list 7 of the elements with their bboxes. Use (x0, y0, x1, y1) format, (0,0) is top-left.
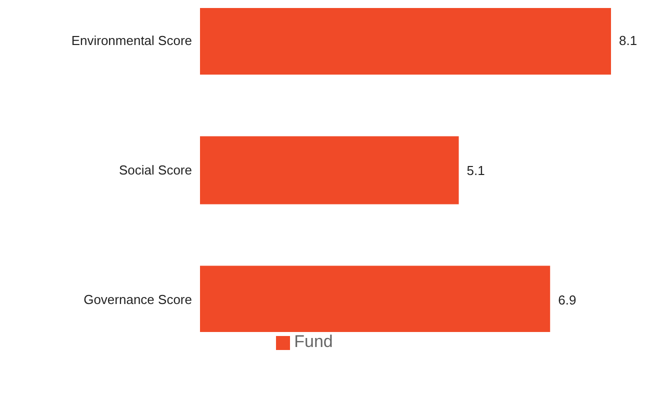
y-tick-label: Governance Score (84, 292, 192, 308)
data-label: 6.9 (558, 292, 576, 308)
legend-label: Fund (294, 332, 333, 351)
y-tick-label: Environmental Score (71, 33, 192, 48)
y-tick-label: Social Score (119, 162, 192, 178)
data-label: 8.1 (619, 33, 638, 48)
data-label: 5.1 (466, 162, 485, 178)
